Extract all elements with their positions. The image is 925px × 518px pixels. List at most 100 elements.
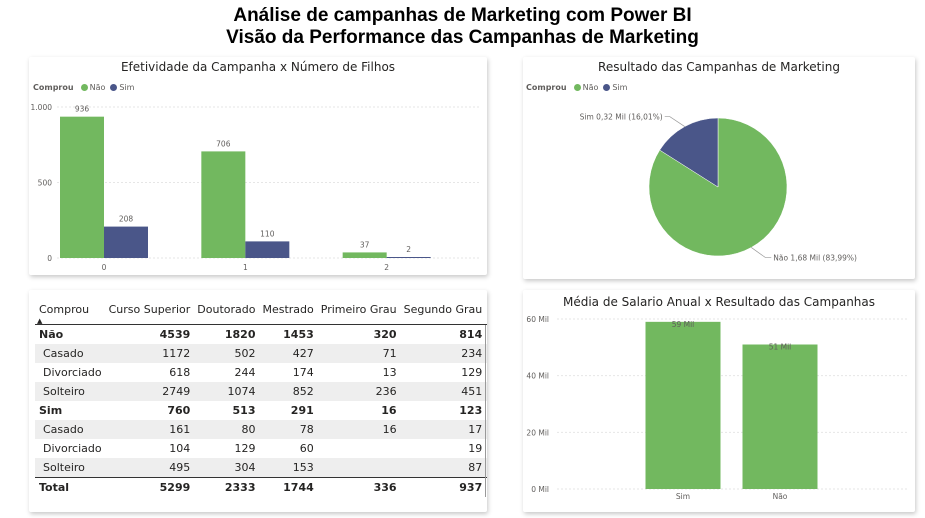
matrix-cell: 2333 (193, 477, 259, 497)
salary-chart-title: Média de Salario Anual x Resultado das C… (562, 295, 876, 309)
matrix-card[interactable]: Comprou ▲ Curso Superior Doutorado Mestra… (29, 290, 487, 512)
data-label: 208 (119, 215, 134, 224)
matrix-cell: 80 (193, 420, 259, 439)
matrix-header-row: Comprou ▲ Curso Superior Doutorado Mestra… (35, 296, 487, 325)
matrix-cell: 161 (104, 420, 194, 439)
legend-dot-nao (573, 84, 581, 91)
matrix-row-label: Solteiro (35, 458, 105, 478)
pie-chart-card[interactable]: Resultado das Campanhas de Marketing Com… (523, 57, 915, 279)
bar-sim-1 (245, 241, 290, 258)
matrix-cell: 304 (193, 458, 259, 478)
matrix-row[interactable]: Casado16180781617352 (35, 420, 487, 439)
matrix-cell: 937 (399, 477, 486, 497)
matrix-cell: 78 (258, 420, 317, 439)
legend-label-sim: Sim (612, 83, 628, 92)
matrix-total-cell: 312 (485, 439, 487, 458)
matrix-col-header[interactable]: Segundo Grau (399, 296, 486, 325)
pie-label-sim: Sim 0,32 Mil (16,01%) (580, 113, 663, 122)
y-tick-label: 20 Mil (526, 428, 549, 437)
leader-line (751, 247, 772, 258)
bar-sim-2 (386, 257, 431, 258)
matrix-cell: 234 (399, 344, 486, 363)
matrix-cell: 129 (461, 366, 483, 379)
matrix-total-cell: 1703 (485, 401, 487, 420)
matrix-cell: 16 (381, 404, 397, 417)
bar-chart-title: Efetividade da Campanha x Número de Filh… (120, 60, 396, 74)
matrix-row[interactable]: Casado1172502427712342406 (35, 344, 487, 363)
matrix-cell (316, 458, 400, 478)
legend-dot-sim (110, 84, 118, 91)
matrix-row-header[interactable]: Comprou ▲ (35, 296, 105, 325)
matrix-cell: 71 (316, 344, 400, 363)
matrix-row[interactable]: Divorciado 618 244 174 13 1291178 (35, 363, 487, 382)
matrix-cell: 244 (234, 366, 256, 379)
matrix-total-row[interactable]: Total52992333174433693710649 (35, 477, 487, 497)
y-tick-label: 40 Mil (526, 372, 549, 381)
matrix-cell: 104 (169, 442, 191, 455)
salary-chart-card[interactable]: Média de Salario Anual x Resultado das C… (523, 290, 915, 512)
matrix-cell: 427 (258, 344, 317, 363)
matrix-col-header[interactable]: Curso Superior (104, 296, 194, 325)
matrix-cell: 17 (399, 420, 486, 439)
matrix-col-header[interactable]: Mestrado (258, 296, 317, 325)
matrix-total-cell: 8946 (485, 324, 487, 344)
legend-item-nao[interactable]: Não (573, 83, 599, 92)
matrix-row-label: Solteiro (35, 382, 105, 401)
matrix-cell: 5299 (104, 477, 194, 497)
matrix-col-header-total[interactable]: Total (485, 296, 487, 325)
matrix-row-label: Divorciado (43, 366, 102, 379)
matrix-col-header[interactable]: Doutorado (193, 296, 259, 325)
matrix-row[interactable]: Divorciado 104 129 60 19312 (35, 439, 487, 458)
legend-item-sim[interactable]: Sim (603, 83, 627, 92)
pie-chart-title: Resultado das Campanhas de Marketing (598, 60, 840, 74)
pie-chart-legend: Comprou Não Sim (526, 83, 629, 92)
matrix-total-cell: 1178 (485, 363, 487, 382)
data-label: 110 (260, 229, 275, 238)
matrix-cell: 87 (399, 458, 486, 478)
matrix-total-cell: 352 (485, 420, 487, 439)
matrix-cell: 291 (290, 404, 314, 417)
matrix-total-cell: 1039 (485, 458, 487, 478)
salary-chart-plot: 0 Mil 20 Mil 40 Mil 60 Mil 59 Mil Sim 51 Mil Nã… (526, 315, 907, 501)
matrix-row-label: Total (35, 477, 105, 497)
legend-item-nao[interactable]: Não (80, 83, 106, 92)
bar-nao-1 (201, 151, 246, 258)
matrix-cell: 336 (316, 477, 400, 497)
matrix-cell: 153 (258, 458, 317, 478)
matrix-cell: 502 (193, 344, 259, 363)
matrix-row-header-label: Comprou (39, 303, 90, 316)
matrix-row-label: Casado (35, 420, 105, 439)
y-tick-label: 0 Mil (531, 485, 549, 494)
matrix-cell: 618 (169, 366, 191, 379)
matrix-total-cell: 5362 (485, 382, 487, 401)
matrix-row-label: Casado (35, 344, 105, 363)
matrix-cell: 1744 (258, 477, 317, 497)
legend-title: Comprou (526, 83, 567, 92)
x-tick-label: 1 (243, 263, 248, 272)
bar-chart-card[interactable]: Efetividade da Campanha x Número de Filh… (29, 57, 487, 275)
matrix-row[interactable]: Solteiro274910748522364515362 (35, 382, 487, 401)
salary-bar-sim (645, 321, 721, 489)
legend-item-sim[interactable]: Sim (110, 83, 134, 92)
sort-ascending-icon[interactable]: ▲ (37, 317, 43, 325)
data-label: 37 (360, 240, 370, 249)
matrix-col-header[interactable]: Primeiro Grau (316, 296, 400, 325)
legend-label-nao: Não (582, 83, 599, 92)
pie-label-nao: Não 1,68 Mil (83,99%) (773, 253, 857, 262)
data-label: 2 (406, 245, 411, 254)
matrix-cell: 814 (459, 328, 483, 341)
matrix-cell: 852 (258, 382, 317, 401)
dashboard-subtitle: Visão da Performance das Campanhas de Ma… (226, 27, 699, 48)
matrix-row-label: Não (39, 328, 64, 341)
matrix-group-row[interactable]: Sim 760 513 291 16 1231703 (35, 401, 487, 420)
legend-label-sim: Sim (119, 83, 135, 92)
legend-label-nao: Não (89, 83, 106, 92)
x-tick-label: 2 (384, 263, 389, 272)
matrix-cell: 451 (399, 382, 486, 401)
x-tick-label: Não (773, 492, 788, 501)
matrix-cell: 760 (167, 404, 191, 417)
matrix-cell: 16 (316, 420, 400, 439)
data-label: 59 Mil (672, 320, 695, 329)
matrix-group-row[interactable]: Não 4539 1820 1453 320 8148946 (35, 324, 487, 344)
